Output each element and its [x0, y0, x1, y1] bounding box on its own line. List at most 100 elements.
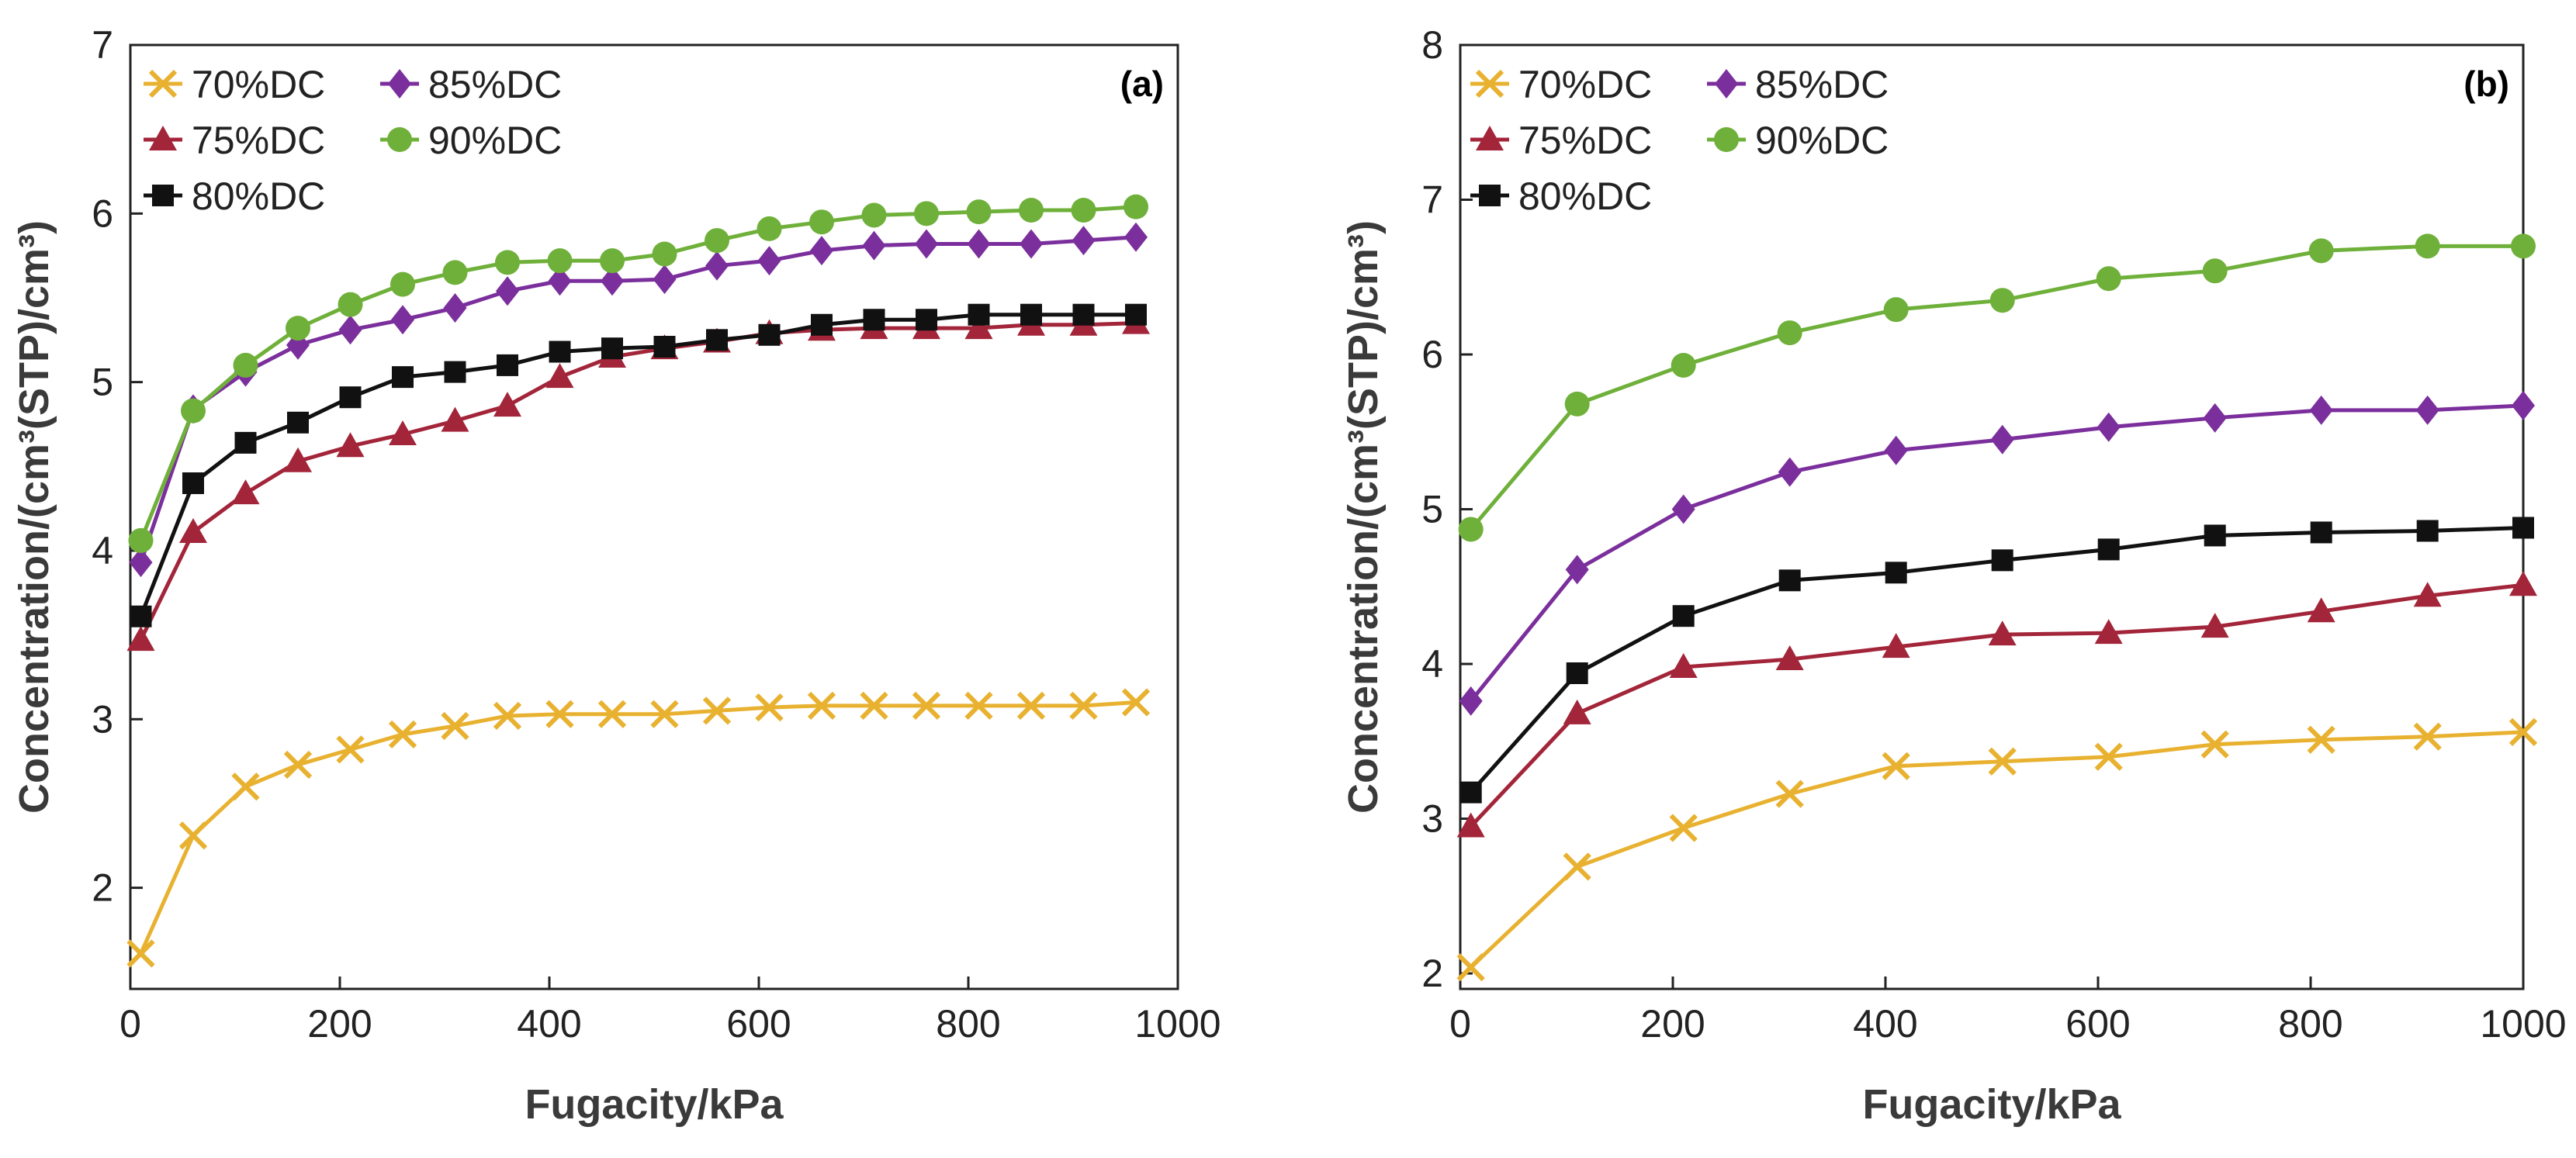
panel-a-point-85pctdc	[653, 264, 677, 295]
panel-a-point-85pctdc	[862, 230, 886, 261]
panel-b-y-tick-label: 5	[1421, 488, 1443, 531]
panel-a-point-80pctdc	[863, 309, 885, 331]
panel-b-legend-marker-stroke-2	[1475, 69, 1504, 99]
panel-b-series-85pctdc	[1459, 390, 2535, 716]
panel-b-legend: 70%DC 85%DC 75%DC 90%DC 80%DC	[1470, 63, 1889, 218]
panel-a-point-80pctdc	[916, 309, 937, 331]
panel-b-point-70pctdc	[1988, 747, 2017, 776]
panel-b-point-85pctdc	[2415, 395, 2439, 425]
panel-a-point-80pctdc	[392, 366, 414, 389]
panel-a-point-70pctdc	[388, 720, 417, 748]
panel-a-point-70pctdc-stroke-2	[597, 700, 627, 728]
panel-a-y-tick-label: 4	[92, 529, 113, 572]
panel-b-point-70pctdc-stroke-2	[2413, 722, 2442, 751]
panel-b-point-85pctdc	[2203, 403, 2227, 433]
panel-b-point-70pctdc-stroke-2	[1456, 952, 1485, 982]
panel-a-legend-label: 70%DC	[192, 63, 325, 106]
panel-a-line-85pctdc	[139, 235, 1137, 563]
panel-b-x-axis-label: Fugacity/kPa	[1862, 1081, 2121, 1128]
panel-b-point-80pctdc	[2310, 521, 2332, 544]
panel-a-point-90pctdc	[600, 248, 625, 274]
panel-a-point-80pctdc	[1020, 303, 1042, 326]
panel-b-point-90pctdc	[2096, 266, 2121, 292]
panel-b-series-80pctdc	[1459, 517, 2534, 804]
panel-b-point-75pctdc	[1563, 699, 1591, 724]
panel-a-point-85pctdc	[705, 251, 729, 281]
panel-b-x-tick-label: 1000	[2480, 1002, 2566, 1046]
panel-b-legend-item-85pctdc: 85%DC	[1707, 63, 1889, 106]
panel-b-point-70pctdc-stroke-2	[2200, 730, 2229, 759]
panel-a-point-90pctdc	[181, 398, 206, 423]
panel-b-point-80pctdc	[1778, 569, 1801, 592]
panel-b-y-tick-label: 2	[1421, 952, 1443, 995]
panel-b-point-85pctdc	[1459, 686, 1483, 716]
panel-a-point-90pctdc	[495, 250, 520, 275]
panel-b-point-75pctdc	[1669, 653, 1698, 679]
panel-b-point-90pctdc	[1883, 297, 1909, 323]
panel-b-point-80pctdc	[2512, 517, 2534, 539]
panel-a-series-80pctdc	[130, 303, 1147, 627]
panel-a-point-70pctdc	[336, 735, 365, 764]
panel-a-point-90pctdc	[914, 201, 939, 226]
panel-a-x-tick-label: 1000	[1134, 1002, 1220, 1046]
panel-b-point-90pctdc	[2511, 233, 2536, 259]
panel-b-point-80pctdc	[2097, 538, 2120, 561]
panel-b-point-90pctdc	[2308, 238, 2334, 264]
panel-b-point-70pctdc	[2094, 742, 2123, 771]
panel-b-point-70pctdc-stroke-2	[2508, 717, 2538, 746]
panel-a-point-85pctdc	[601, 266, 624, 296]
panel-b-series-90pctdc	[1458, 233, 2536, 542]
panel-b-point-80pctdc	[1672, 605, 1695, 627]
panel-a-point-75pctdc	[179, 518, 207, 544]
panel-a-point-90pctdc	[128, 527, 154, 553]
panel-a-series-75pctdc	[126, 309, 1150, 652]
panel-b-panel-label: (b)	[2463, 64, 2509, 104]
panel-a-line-90pctdc	[139, 205, 1137, 541]
panel-b-line-75pctdc	[1469, 582, 2524, 828]
panel-a-legend-label: 85%DC	[428, 63, 562, 106]
panel-a-point-70pctdc-stroke-2	[912, 691, 941, 721]
panel-a-point-75pctdc	[231, 479, 260, 505]
panel-a-point-70pctdc	[231, 773, 260, 801]
panel-b-legend-label: 70%DC	[1518, 63, 1652, 106]
panel-a-point-75pctdc	[336, 432, 365, 458]
panel-b-y-tick-label: 7	[1421, 178, 1443, 222]
panel-a-point-90pctdc	[1071, 197, 1096, 223]
panel-b-point-80pctdc	[1566, 662, 1588, 685]
panel-a-point-90pctdc	[390, 271, 415, 297]
panel-a-point-90pctdc	[442, 260, 468, 285]
panel-b-legend-label: 90%DC	[1755, 119, 1889, 162]
panel-a-point-75pctdc	[441, 406, 469, 432]
panel-a-point-70pctdc-stroke-2	[336, 735, 365, 764]
panel-a-x-axis-label: Fugacity/kPa	[525, 1081, 784, 1128]
panel-a-point-80pctdc	[497, 354, 518, 376]
panel-b-point-70pctdc	[1775, 779, 1804, 808]
panel-b-point-80pctdc	[2204, 524, 2226, 547]
panel-a-point-70pctdc	[283, 750, 313, 779]
panel-b-point-70pctdc-stroke-2	[1988, 747, 2017, 776]
panel-a-point-70pctdc	[441, 711, 469, 741]
panel-a-point-70pctdc-stroke-2	[441, 711, 469, 741]
panel-b-y-axis-label: Concentration/(cm³(STP)/cm³)	[1340, 220, 1387, 814]
panel-b-legend-item-90pctdc: 90%DC	[1707, 119, 1889, 162]
panel-a-point-70pctdc-stroke-2	[231, 773, 260, 801]
panel-b-point-85pctdc	[1778, 457, 1802, 487]
panel-a-point-85pctdc	[967, 229, 991, 259]
panel-a-plot-frame	[129, 43, 1179, 990]
panel-a-point-75pctdc	[964, 314, 993, 340]
panel-a-point-85pctdc	[129, 548, 153, 578]
panel-a-legend: 70%DC 85%DC 75%DC 90%DC 80%DC	[144, 63, 562, 218]
panel-b-point-75pctdc	[2307, 597, 2335, 623]
panel-a-point-80pctdc	[234, 431, 257, 454]
panel-a-point-80pctdc	[706, 329, 728, 351]
panel-a-point-85pctdc	[1020, 229, 1043, 259]
panel-a-legend-marker	[149, 126, 177, 150]
panel-b-point-90pctdc	[2415, 233, 2440, 259]
panel-a-point-70pctdc-stroke-2	[283, 750, 313, 779]
panel-b-point-70pctdc-stroke-2	[1775, 779, 1804, 808]
panel-a-point-75pctdc	[389, 420, 417, 446]
panel-a-y-tick-label: 7	[92, 23, 113, 67]
panel-b-point-80pctdc	[1991, 549, 2013, 572]
panel-b-point-90pctdc	[1777, 320, 1802, 346]
panel-a-legend-marker	[152, 185, 174, 206]
